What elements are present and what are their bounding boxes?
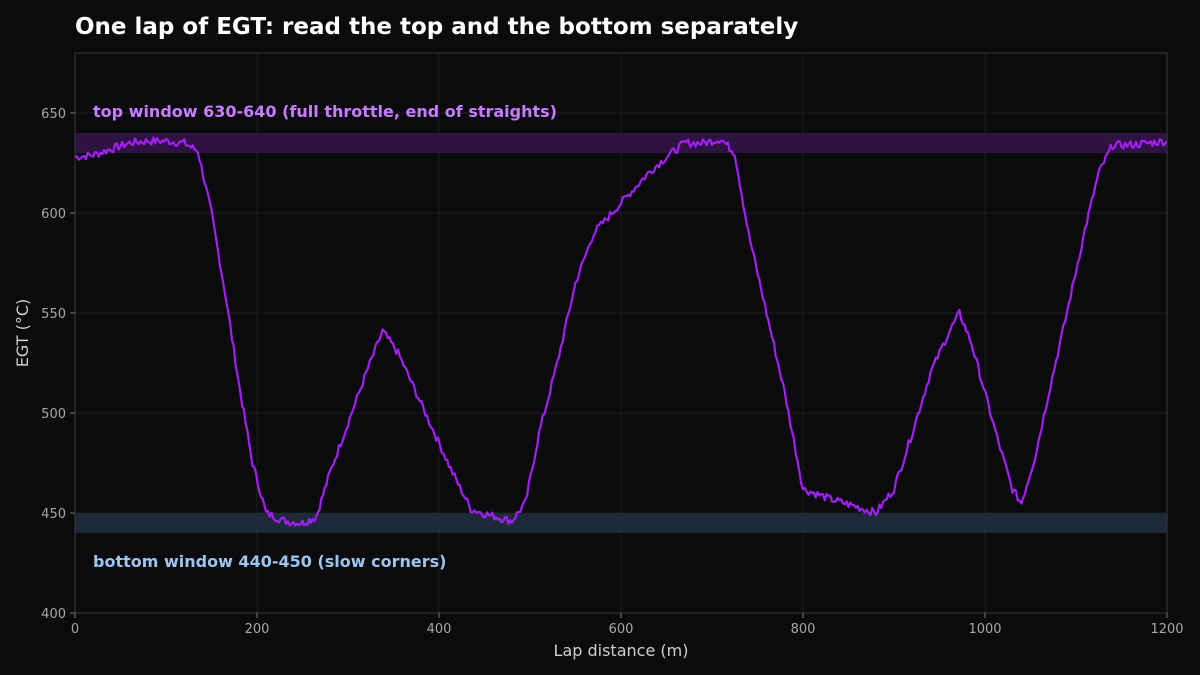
y-tick-label: 550 bbox=[41, 307, 66, 322]
series-layer bbox=[74, 136, 1168, 527]
x-tick-label: 200 bbox=[245, 622, 270, 637]
y-axis-ticks: 400 450 500 550 600 650 bbox=[41, 107, 75, 622]
chart-title: One lap of EGT: read the top and the bot… bbox=[75, 14, 798, 40]
y-tick-label: 650 bbox=[41, 107, 66, 122]
y-tick-label: 450 bbox=[41, 507, 66, 522]
y-tick-label: 400 bbox=[41, 607, 66, 622]
x-tick-label: 400 bbox=[427, 622, 452, 637]
x-tick-label: 600 bbox=[609, 622, 634, 637]
x-axis-label: Lap distance (m) bbox=[554, 641, 689, 660]
x-tick-label: 1200 bbox=[1150, 622, 1183, 637]
top-window-band bbox=[75, 133, 1167, 153]
band-layer: top window 630-640 (full throttle, end o… bbox=[75, 102, 1167, 571]
x-tick-label: 0 bbox=[71, 622, 79, 637]
egt-series-line bbox=[74, 136, 1168, 527]
top-window-label: top window 630-640 (full throttle, end o… bbox=[93, 102, 557, 121]
x-axis-ticks: 0 200 400 600 800 1000 1200 bbox=[71, 613, 1184, 637]
x-tick-label: 800 bbox=[791, 622, 816, 637]
x-tick-label: 1000 bbox=[968, 622, 1001, 637]
y-axis-label: EGT (°C) bbox=[13, 299, 32, 367]
y-tick-label: 500 bbox=[41, 407, 66, 422]
bottom-window-band bbox=[75, 513, 1167, 533]
y-tick-label: 600 bbox=[41, 207, 66, 222]
bottom-window-label: bottom window 440-450 (slow corners) bbox=[93, 552, 446, 571]
